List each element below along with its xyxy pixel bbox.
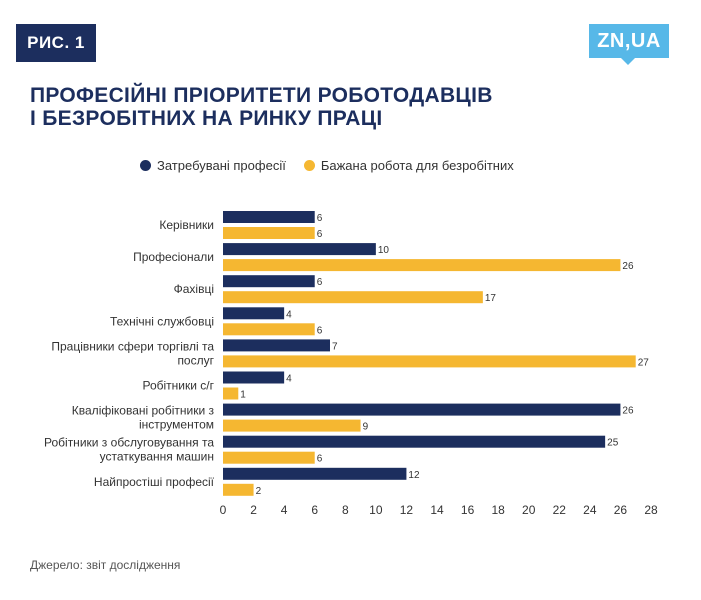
- x-tick-label-16: 16: [461, 503, 475, 517]
- bar-demand-4: [223, 339, 330, 352]
- category-label-5: Робітники с/г: [142, 379, 214, 393]
- bar-desired-6: [223, 419, 361, 432]
- x-tick-label-10: 10: [369, 503, 383, 517]
- value-label-desired-8: 2: [256, 486, 262, 497]
- value-label-desired-3: 6: [317, 325, 323, 336]
- value-label-demand-2: 6: [317, 277, 323, 288]
- bar-desired-2: [223, 291, 483, 304]
- chart-title: ПРОФЕСІЙНІ ПРІОРИТЕТИ РОБОТОДАВЦІВ І БЕЗ…: [30, 84, 650, 130]
- legend-label-desired: Бажана робота для безробітних: [320, 158, 514, 173]
- x-tick-label-22: 22: [553, 503, 567, 517]
- bar-desired-1: [223, 259, 621, 272]
- value-label-desired-4: 27: [638, 357, 650, 368]
- x-tick-label-18: 18: [491, 503, 505, 517]
- bar-desired-3: [223, 323, 315, 336]
- figure-badge: РИС. 1: [16, 24, 96, 62]
- x-tick-label-6: 6: [311, 503, 318, 517]
- category-label-4-line-1: послуг: [177, 353, 214, 367]
- legend-dot-desired: [303, 160, 315, 171]
- category-label-6-line-1: інструментом: [139, 418, 214, 432]
- x-tick-label-24: 24: [583, 503, 597, 517]
- category-label-2: Фахівці: [174, 282, 214, 296]
- value-label-demand-1: 10: [378, 245, 390, 256]
- value-label-demand-4: 7: [332, 341, 338, 352]
- bar-desired-0: [223, 227, 315, 239]
- bar-demand-3: [223, 307, 285, 320]
- value-label-demand-7: 25: [607, 438, 619, 449]
- x-tick-label-8: 8: [342, 503, 349, 517]
- bar-demand-8: [223, 467, 407, 480]
- legend-item-desired: Бажана робота для безробітних: [303, 158, 514, 173]
- bar-demand-7: [223, 435, 606, 448]
- x-tick-label-26: 26: [614, 503, 628, 517]
- x-tick-label-0: 0: [220, 503, 227, 517]
- x-tick-label-4: 4: [281, 503, 288, 517]
- x-tick-label-12: 12: [400, 503, 414, 517]
- source-note: Джерело: звіт дослідження: [30, 558, 181, 572]
- legend-dot-demand: [140, 160, 151, 171]
- bar-demand-6: [223, 403, 621, 416]
- category-label-7-line-0: Робітники з обслуговування та: [44, 436, 214, 450]
- value-label-desired-6: 9: [363, 422, 369, 433]
- logo-speech-tail: [620, 57, 636, 65]
- category-label-1: Професіонали: [133, 250, 214, 264]
- value-label-desired-1: 26: [622, 261, 634, 272]
- x-tick-label-20: 20: [522, 503, 536, 517]
- value-label-desired-2: 17: [485, 293, 497, 304]
- category-label-8: Найпростіші професії: [94, 475, 215, 489]
- category-label-7-line-1: устаткування машин: [100, 450, 214, 464]
- chart-title-line-2: І БЕЗРОБІТНИХ НА РИНКУ ПРАЦІ: [30, 107, 383, 130]
- chart-title-line-1: ПРОФЕСІЙНІ ПРІОРИТЕТИ РОБОТОДАВЦІВ: [30, 84, 493, 107]
- value-label-demand-6: 26: [622, 406, 634, 417]
- bar-desired-8: [223, 483, 254, 496]
- category-label-4-line-0: Працівники сфери торгівлі та: [51, 339, 214, 353]
- value-label-demand-0: 6: [317, 213, 323, 224]
- category-label-0: Керівники: [159, 218, 214, 232]
- bar-demand-2: [223, 275, 315, 288]
- x-tick-label-28: 28: [644, 503, 658, 517]
- value-label-demand-5: 4: [286, 374, 292, 385]
- value-label-demand-3: 4: [286, 309, 292, 320]
- bar-demand-5: [223, 371, 285, 384]
- bar-desired-7: [223, 451, 315, 464]
- chart-legend: Затребувані професії Бажана робота для б…: [140, 158, 532, 173]
- value-label-desired-5: 1: [240, 390, 246, 401]
- x-tick-label-2: 2: [250, 503, 257, 517]
- category-label-6-line-0: Кваліфіковані робітники з: [72, 404, 215, 418]
- brand-logo: ZN,UA: [589, 24, 669, 58]
- bar-demand-1: [223, 243, 376, 256]
- legend-item-demand: Затребувані професії: [140, 158, 286, 173]
- x-tick-label-14: 14: [430, 503, 444, 517]
- legend-label-demand: Затребувані професії: [157, 158, 286, 173]
- bar-demand-0: [223, 211, 315, 223]
- value-label-desired-7: 6: [317, 454, 323, 465]
- category-label-3: Технічні службовці: [110, 314, 214, 328]
- value-label-demand-8: 12: [408, 470, 420, 481]
- bar-desired-5: [223, 387, 239, 400]
- bar-desired-4: [223, 355, 636, 368]
- value-label-desired-0: 6: [317, 229, 323, 240]
